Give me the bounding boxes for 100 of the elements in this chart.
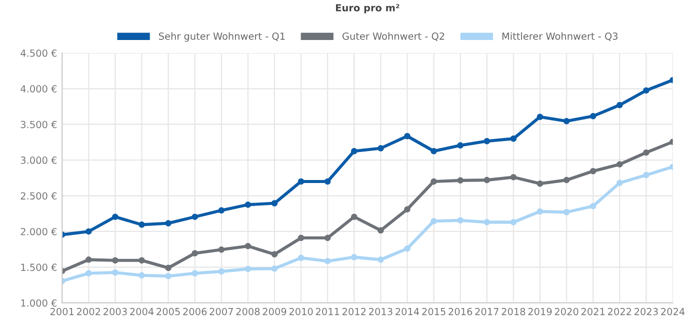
x-tick-label: 2013 (369, 308, 392, 316)
point (138, 272, 145, 278)
y-tick-label: 3.500 € (20, 120, 57, 128)
y-tick-label: 2.000 € (20, 228, 57, 236)
x-tick-label: 2020 (554, 308, 578, 316)
x-tick-label: 2023 (634, 308, 658, 316)
point (510, 136, 517, 142)
point (430, 178, 437, 185)
point (271, 200, 278, 206)
point (616, 102, 623, 108)
point (510, 174, 517, 180)
point (351, 214, 358, 220)
legend-label: Mittlerer Wohnwert - Q3 (502, 32, 618, 41)
y-tick-label: 4.500 € (20, 49, 57, 57)
x-tick-label: 2010 (289, 308, 313, 316)
x-tick-label: 2014 (396, 308, 420, 316)
point (218, 207, 225, 214)
point (590, 202, 596, 210)
point (165, 272, 172, 280)
point (218, 268, 225, 275)
point (112, 269, 118, 276)
point (590, 113, 596, 120)
point (430, 218, 437, 224)
x-tick-label: 2019 (528, 308, 552, 316)
x-tick-label: 2011 (316, 308, 340, 316)
point (324, 258, 331, 264)
point (165, 264, 172, 272)
point (484, 176, 490, 184)
x-tick-label: 2006 (183, 308, 207, 316)
point (484, 219, 490, 226)
point (378, 227, 384, 234)
x-tick-label: 2022 (608, 308, 632, 316)
legend-label: Sehr guter Wohnwert - Q1 (158, 32, 285, 42)
x-tick-label: 2021 (581, 308, 605, 316)
point (643, 172, 650, 178)
x-tick-label: 2017 (475, 308, 498, 316)
chart-title: Euro pro m² (336, 4, 400, 14)
point (86, 228, 92, 235)
point (192, 250, 198, 256)
point (378, 145, 384, 152)
point (138, 257, 145, 264)
point (484, 138, 490, 144)
line-series (62, 164, 673, 284)
point (563, 176, 570, 184)
y-tick-label: 4.000 € (20, 85, 57, 92)
point (404, 245, 410, 252)
point (244, 242, 252, 250)
point (643, 149, 650, 156)
point (298, 234, 304, 242)
point (616, 161, 623, 168)
point (590, 168, 596, 174)
point (271, 265, 278, 272)
point (218, 246, 225, 253)
point (86, 270, 92, 276)
y-tick-label: 2.500 € (20, 192, 57, 200)
x-tick-label: 2024 (661, 308, 685, 316)
point (404, 133, 410, 140)
point (457, 217, 464, 224)
legend-label: Guter Wohnwert - Q2 (342, 32, 444, 41)
x-tick-label: 2005 (156, 308, 180, 316)
x-tick-label: 2008 (236, 308, 260, 316)
point (86, 256, 92, 263)
x-tick-label: 2002 (76, 308, 100, 316)
point (351, 254, 358, 260)
x-tick-label: 2001 (50, 308, 74, 316)
point (404, 206, 410, 212)
point (271, 251, 278, 258)
x-tick-label: 2018 (502, 308, 526, 316)
x-tick-label: 2004 (130, 308, 154, 316)
point (298, 178, 304, 185)
point (112, 257, 118, 264)
point (192, 270, 198, 276)
point (563, 209, 570, 216)
point (324, 178, 331, 185)
point (192, 214, 198, 220)
point (351, 148, 358, 154)
point (244, 202, 252, 208)
x-tick-label: 2012 (342, 308, 366, 316)
point (138, 222, 145, 228)
x-tick-label: 2009 (262, 308, 286, 316)
point (430, 148, 437, 154)
point (298, 254, 304, 262)
x-tick-label: 2015 (422, 308, 446, 316)
point (536, 208, 544, 215)
point (378, 256, 384, 263)
y-tick-label: 3.000 € (20, 156, 57, 164)
x-tick-label: 2007 (210, 308, 233, 316)
point (536, 114, 544, 120)
point (536, 180, 544, 187)
point (165, 220, 172, 226)
point (510, 219, 517, 226)
point (324, 234, 331, 242)
x-tick-label: 2016 (448, 308, 472, 316)
point (643, 87, 650, 94)
point (616, 180, 623, 186)
point (457, 142, 464, 149)
y-tick-label: 1.000 € (21, 299, 57, 307)
x-tick-label: 2003 (104, 308, 127, 316)
y-tick-label: 1.500 € (21, 264, 57, 271)
line-series (62, 138, 673, 274)
